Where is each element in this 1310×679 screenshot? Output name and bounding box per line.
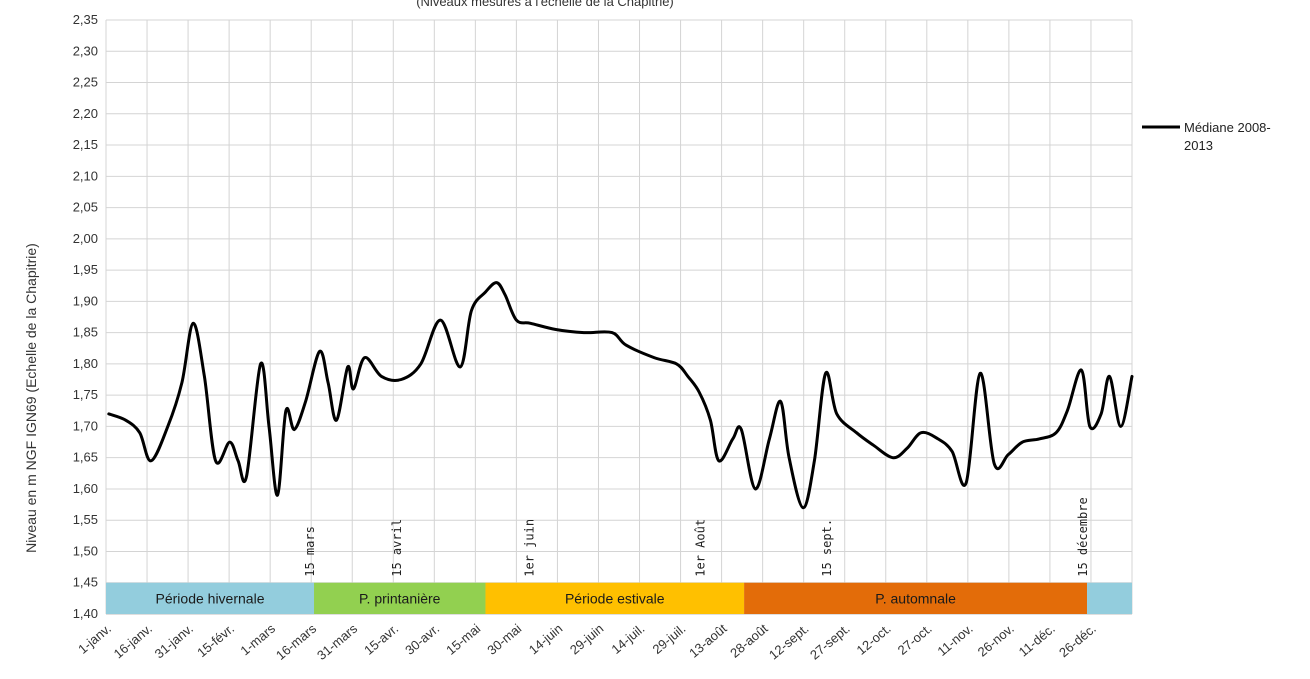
x-tick-label: 31-mars bbox=[314, 620, 361, 662]
period-bands: Période hivernale P. printanière Période e… bbox=[106, 582, 1132, 614]
x-tick-label: 28-août bbox=[727, 621, 771, 661]
y-axis-label: Niveau en m NGF IGN69 (Echelle de la Cha… bbox=[23, 243, 39, 553]
y-tick-label: 1,90 bbox=[73, 293, 98, 308]
y-tick-label: 2,00 bbox=[73, 231, 98, 246]
period-band bbox=[106, 582, 315, 614]
y-tick-label: 1,70 bbox=[73, 418, 98, 433]
y-tick-label: 1,40 bbox=[73, 606, 98, 621]
x-tick-label: 27-sept. bbox=[807, 621, 853, 663]
y-tick-label: 2,25 bbox=[73, 75, 98, 90]
y-tick-label: 1,55 bbox=[73, 512, 98, 527]
x-tick-label: 15-mai bbox=[443, 621, 483, 658]
x-tick-label: 1-janv. bbox=[75, 621, 114, 657]
y-tick-label: 1,60 bbox=[73, 481, 98, 496]
period-label: Période hivernale bbox=[156, 590, 265, 606]
date-annotations: 15 mars 15 avril 1er juin 1er Août 15 sept. 1… bbox=[303, 497, 1090, 576]
period-label: Période estivale bbox=[565, 590, 665, 606]
period-band bbox=[485, 582, 745, 614]
period-band bbox=[1087, 582, 1132, 614]
y-tick-label: 1,85 bbox=[73, 325, 98, 340]
y-tick-label: 2,30 bbox=[73, 43, 98, 58]
series-line-mediane bbox=[107, 281, 1134, 510]
y-tick-label: 1,75 bbox=[73, 387, 98, 402]
x-tick-label: 30-mai bbox=[484, 621, 524, 658]
x-tick-label: 31-janv. bbox=[152, 621, 196, 662]
y-tick-label: 1,45 bbox=[73, 575, 98, 590]
y-tick-label: 2,20 bbox=[73, 106, 98, 121]
y-tick-label: 2,10 bbox=[73, 168, 98, 183]
y-axis-ticks: 1,40 1,45 1,50 1,55 1,60 1,65 1,70 1,75 1,80 1,85… bbox=[73, 12, 98, 621]
x-tick-label: 30-avr. bbox=[402, 621, 442, 658]
x-tick-label: 29-juil. bbox=[650, 621, 689, 657]
x-tick-label: 11-nov. bbox=[934, 621, 975, 659]
period-label: P. printanière bbox=[359, 590, 441, 606]
y-tick-label: 1,95 bbox=[73, 262, 98, 277]
y-tick-label: 2,05 bbox=[73, 200, 98, 215]
x-tick-label: 12-oct. bbox=[854, 621, 894, 658]
grid bbox=[105, 19, 1133, 615]
legend-label: Médiane 2008-2013 bbox=[1184, 120, 1271, 153]
period-band bbox=[314, 582, 486, 614]
date-annotation: 1er Août bbox=[694, 519, 708, 577]
x-tick-label: 15-avr. bbox=[361, 621, 401, 658]
x-tick-label: 12-sept. bbox=[766, 621, 812, 663]
x-tick-label: 1-mars bbox=[237, 620, 278, 658]
y-tick-label: 1,80 bbox=[73, 356, 98, 371]
x-tick-label: 14-juin bbox=[526, 621, 566, 658]
y-tick-label: 2,15 bbox=[73, 137, 98, 152]
date-annotation: 15 mars bbox=[303, 526, 317, 577]
x-tick-label: 15-févr. bbox=[194, 621, 237, 660]
date-annotation: 15 sept. bbox=[820, 519, 834, 577]
chart-title: (Niveaux mesurés à l'échelle de la Chapi… bbox=[416, 0, 674, 9]
x-tick-label: 29-juin bbox=[567, 621, 607, 658]
legend: Médiane 2008-2013 bbox=[1142, 120, 1271, 153]
period-band bbox=[744, 582, 1088, 614]
x-tick-label: 16-mars bbox=[273, 620, 320, 662]
x-tick-label: 27-oct. bbox=[895, 621, 935, 658]
x-tick-label: 11-déc. bbox=[1016, 621, 1058, 660]
y-tick-label: 1,65 bbox=[73, 450, 98, 465]
date-annotation: 1er juin bbox=[522, 519, 536, 577]
period-label: P. automnale bbox=[875, 590, 956, 606]
x-tick-label: 26-déc. bbox=[1056, 621, 1099, 660]
y-tick-label: 1,50 bbox=[73, 543, 98, 558]
x-axis-ticks: 1-janv.16-janv.31-janv.15-févr. 1-mars16-… bbox=[75, 620, 1099, 662]
x-tick-label: 16-janv. bbox=[111, 621, 155, 662]
date-annotation: 15 avril bbox=[390, 519, 404, 577]
x-tick-label: 14-juil. bbox=[608, 621, 647, 657]
x-tick-label: 13-août bbox=[686, 621, 730, 661]
y-tick-label: 2,35 bbox=[73, 12, 98, 27]
date-annotation: 15 décembre bbox=[1076, 497, 1090, 576]
x-tick-label: 26-nov. bbox=[975, 621, 1017, 660]
